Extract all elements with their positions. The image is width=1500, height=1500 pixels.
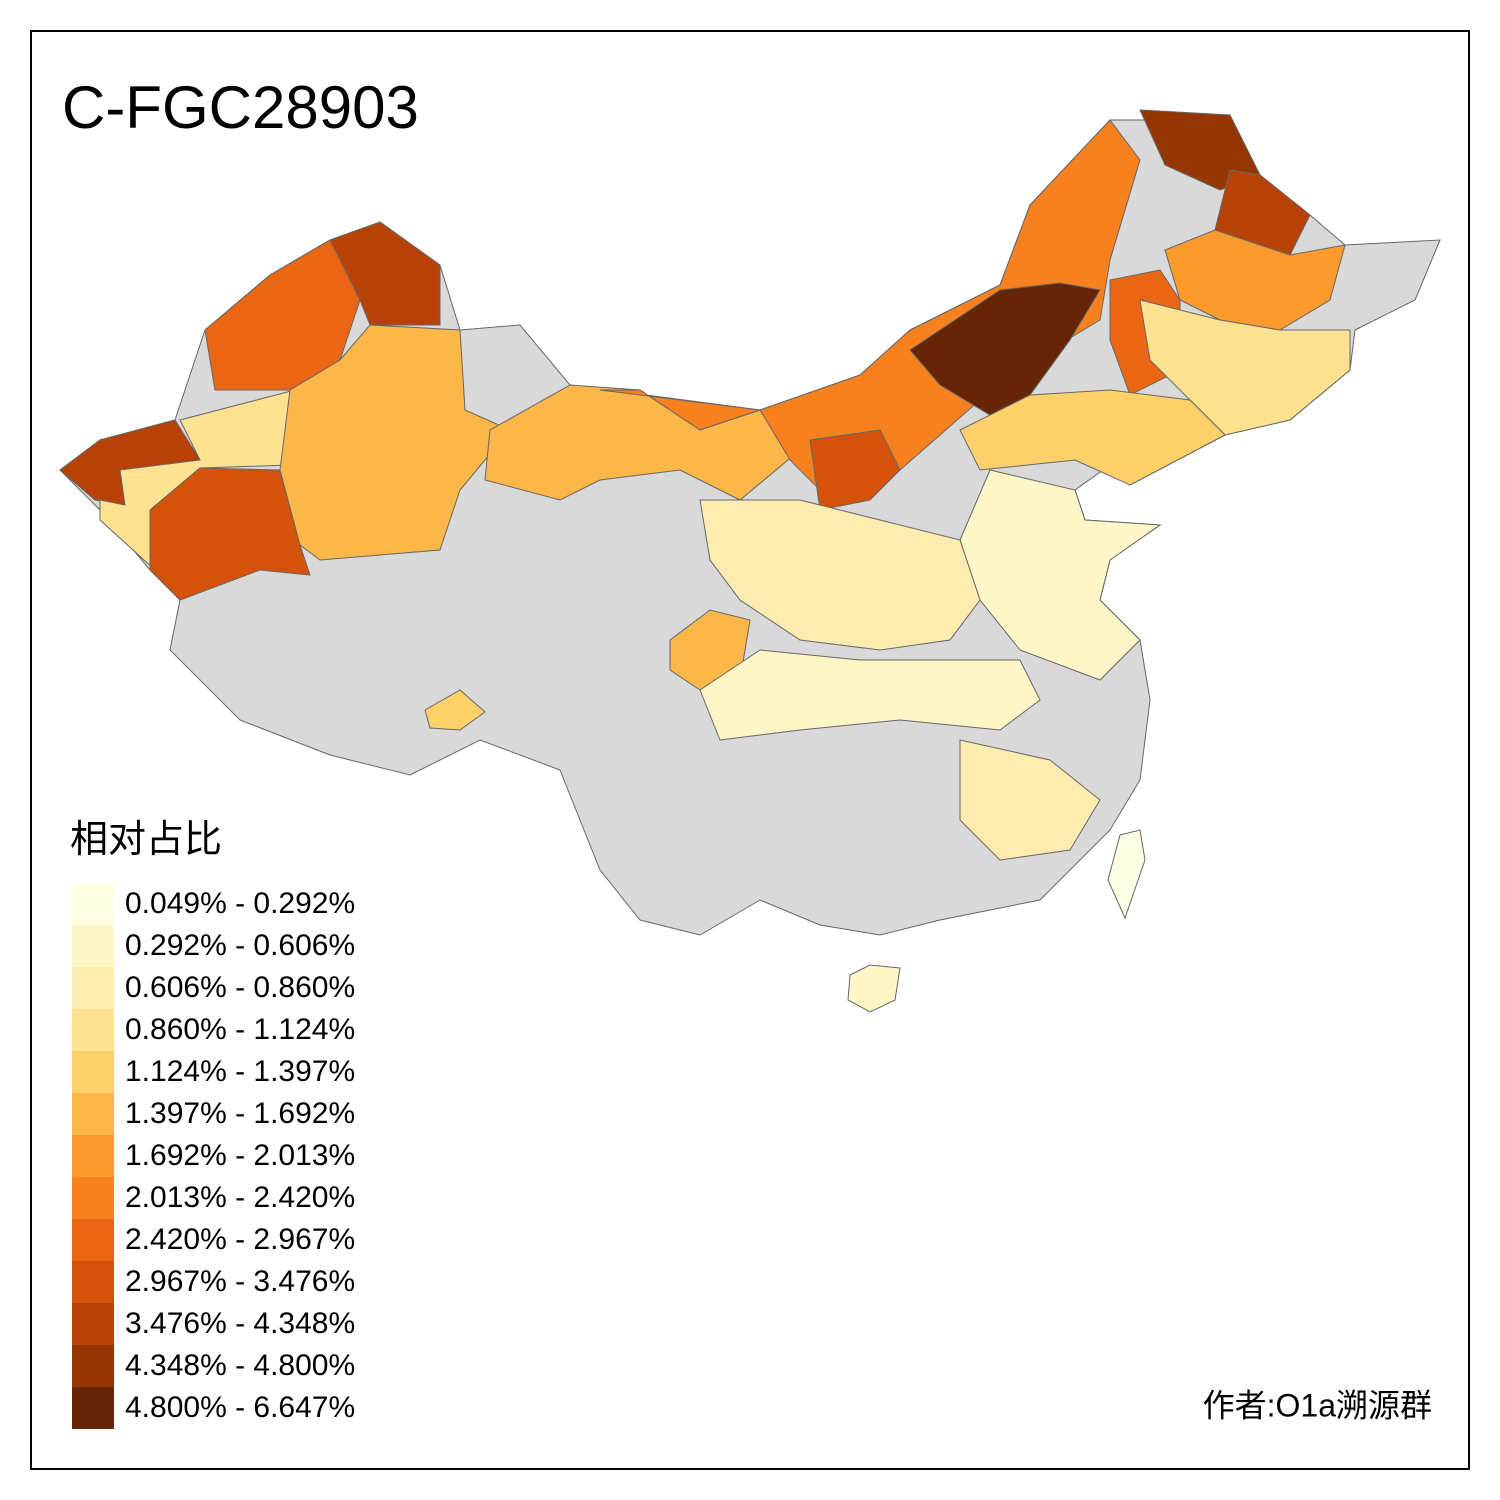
region <box>279 324 511 561</box>
region <box>809 429 901 511</box>
legend-label: 2.013% - 2.420% <box>125 1181 355 1214</box>
legend-label: 1.692% - 2.013% <box>125 1139 355 1172</box>
legend-swatch <box>72 1387 114 1429</box>
region <box>204 239 361 391</box>
legend-label: 2.967% - 3.476% <box>125 1265 355 1298</box>
region <box>1107 829 1146 920</box>
legend-swatch <box>72 1219 114 1261</box>
legend-label: 4.800% - 6.647% <box>125 1391 355 1424</box>
legend-swatch <box>72 883 114 925</box>
legend-swatch <box>72 1135 114 1177</box>
region <box>424 689 486 731</box>
region <box>149 467 311 601</box>
region <box>847 964 901 1013</box>
legend-label: 1.397% - 1.692% <box>125 1097 355 1130</box>
legend-label: 0.049% - 0.292% <box>125 887 355 920</box>
region <box>959 739 1101 861</box>
legend-swatch <box>72 1177 114 1219</box>
legend-swatch <box>72 1345 114 1387</box>
legend-swatch <box>72 1261 114 1303</box>
legend-label: 3.476% - 4.348% <box>125 1307 355 1340</box>
region <box>329 221 441 326</box>
legend-label: 4.348% - 4.800% <box>125 1349 355 1382</box>
legend-swatch <box>72 1093 114 1135</box>
region <box>1214 169 1311 256</box>
legend-title: 相对占比 <box>70 819 222 861</box>
region <box>909 282 1101 416</box>
legend-label: 0.606% - 0.860% <box>125 971 355 1004</box>
legend-label: 0.292% - 0.606% <box>125 929 355 962</box>
map-title: C-FGC28903 <box>62 74 419 141</box>
legend-label: 1.124% - 1.397% <box>125 1055 355 1088</box>
legend-swatch <box>72 1303 114 1345</box>
region <box>699 649 1041 741</box>
region <box>1164 229 1346 331</box>
map <box>59 109 1441 1013</box>
credit: 作者:O1a溯源群 <box>1203 1387 1432 1423</box>
region <box>699 499 981 651</box>
legend-label: 2.420% - 2.967% <box>125 1223 355 1256</box>
legend-swatch <box>72 967 114 1009</box>
legend-label: 0.860% - 1.124% <box>125 1013 355 1046</box>
region <box>959 389 1226 486</box>
region <box>1139 299 1351 436</box>
legend-swatch <box>72 925 114 967</box>
legend-swatch <box>72 1009 114 1051</box>
region <box>484 384 801 501</box>
legend: 0.049% - 0.292% 0.292% - 0.606% 0.606% - 0… <box>72 883 355 1429</box>
legend-swatch <box>72 1051 114 1093</box>
